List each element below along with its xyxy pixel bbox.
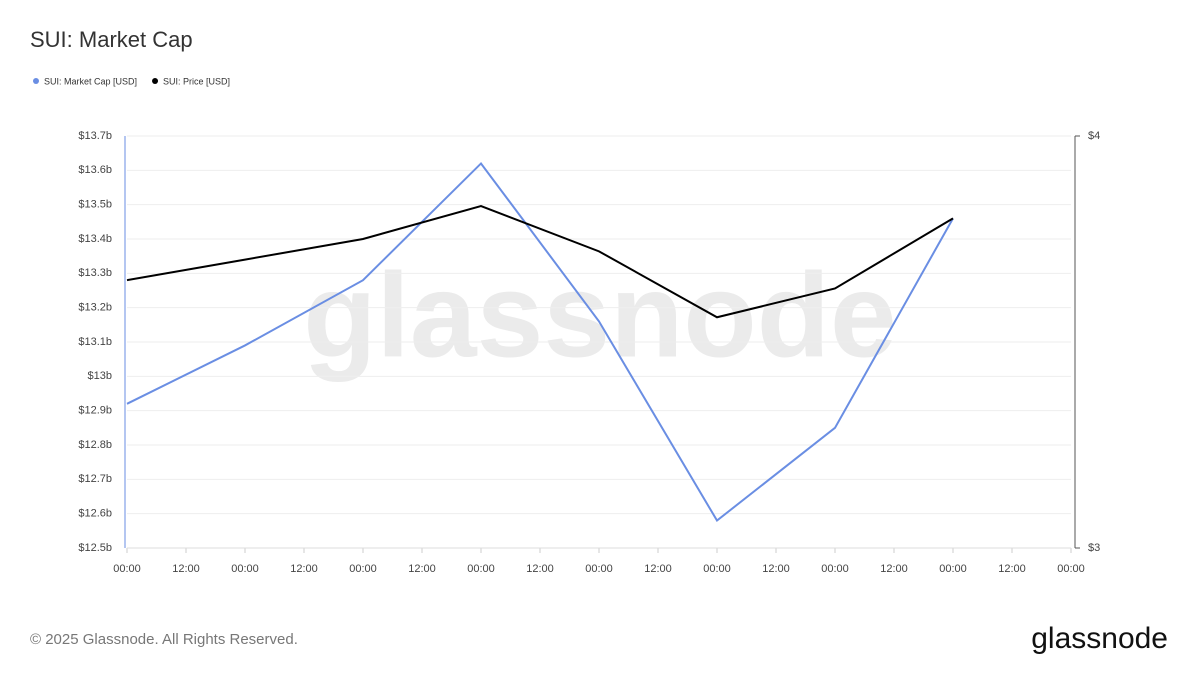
watermark: glassnode bbox=[303, 249, 897, 383]
x-tick-label: 00:00 bbox=[821, 563, 849, 575]
y-tick-label: $13.6b bbox=[78, 164, 112, 176]
x-tick-label: 12:00 bbox=[998, 563, 1026, 575]
chart-title: SUI: Market Cap bbox=[30, 27, 193, 52]
x-tick-label: 12:00 bbox=[290, 563, 318, 575]
y-tick-label: $12.5b bbox=[78, 542, 112, 554]
logo: glassnode bbox=[1031, 622, 1168, 655]
legend-label: SUI: Market Cap [USD] bbox=[44, 76, 137, 86]
x-tick-label: 00:00 bbox=[231, 563, 259, 575]
x-tick-label: 12:00 bbox=[172, 563, 200, 575]
x-tick-label: 12:00 bbox=[762, 563, 790, 575]
series-line bbox=[126, 204, 954, 319]
y-tick-label: $12.7b bbox=[78, 473, 112, 485]
y2-tick-label: $4 bbox=[1088, 130, 1100, 142]
y-tick-label: $13.1b bbox=[78, 336, 112, 348]
x-tick-label: 00:00 bbox=[1057, 563, 1085, 575]
x-tick-label: 12:00 bbox=[880, 563, 908, 575]
x-tick-label: 00:00 bbox=[585, 563, 613, 575]
y-tick-label: $13.7b bbox=[78, 130, 112, 142]
y-tick-label: $12.9b bbox=[78, 405, 112, 417]
x-tick-label: 12:00 bbox=[644, 563, 672, 575]
copyright: © 2025 Glassnode. All Rights Reserved. bbox=[30, 631, 298, 648]
legend: SUI: Market Cap [USD] SUI: Price [USD] bbox=[33, 76, 230, 86]
x-tick-label: 00:00 bbox=[467, 563, 495, 575]
legend-label: SUI: Price [USD] bbox=[163, 76, 230, 86]
x-tick-label: 12:00 bbox=[408, 563, 436, 575]
legend-marker bbox=[33, 78, 39, 84]
y2-tick-label: $3 bbox=[1088, 542, 1100, 554]
y-tick-label: $12.6b bbox=[78, 508, 112, 520]
x-tick-label: 00:00 bbox=[113, 563, 141, 575]
series-line bbox=[126, 161, 954, 523]
y-tick-label: $13b bbox=[88, 370, 112, 382]
y-tick-label: $13.4b bbox=[78, 233, 112, 245]
x-tick-label: 00:00 bbox=[703, 563, 731, 575]
x-tick-label: 12:00 bbox=[526, 563, 554, 575]
y-tick-label: $13.2b bbox=[78, 302, 112, 314]
x-tick-label: 00:00 bbox=[939, 563, 967, 575]
y-tick-label: $13.3b bbox=[78, 267, 112, 279]
y-tick-label: $12.8b bbox=[78, 439, 112, 451]
x-tick-label: 00:00 bbox=[349, 563, 377, 575]
y-tick-label: $13.5b bbox=[78, 199, 112, 211]
legend-marker bbox=[152, 78, 159, 84]
